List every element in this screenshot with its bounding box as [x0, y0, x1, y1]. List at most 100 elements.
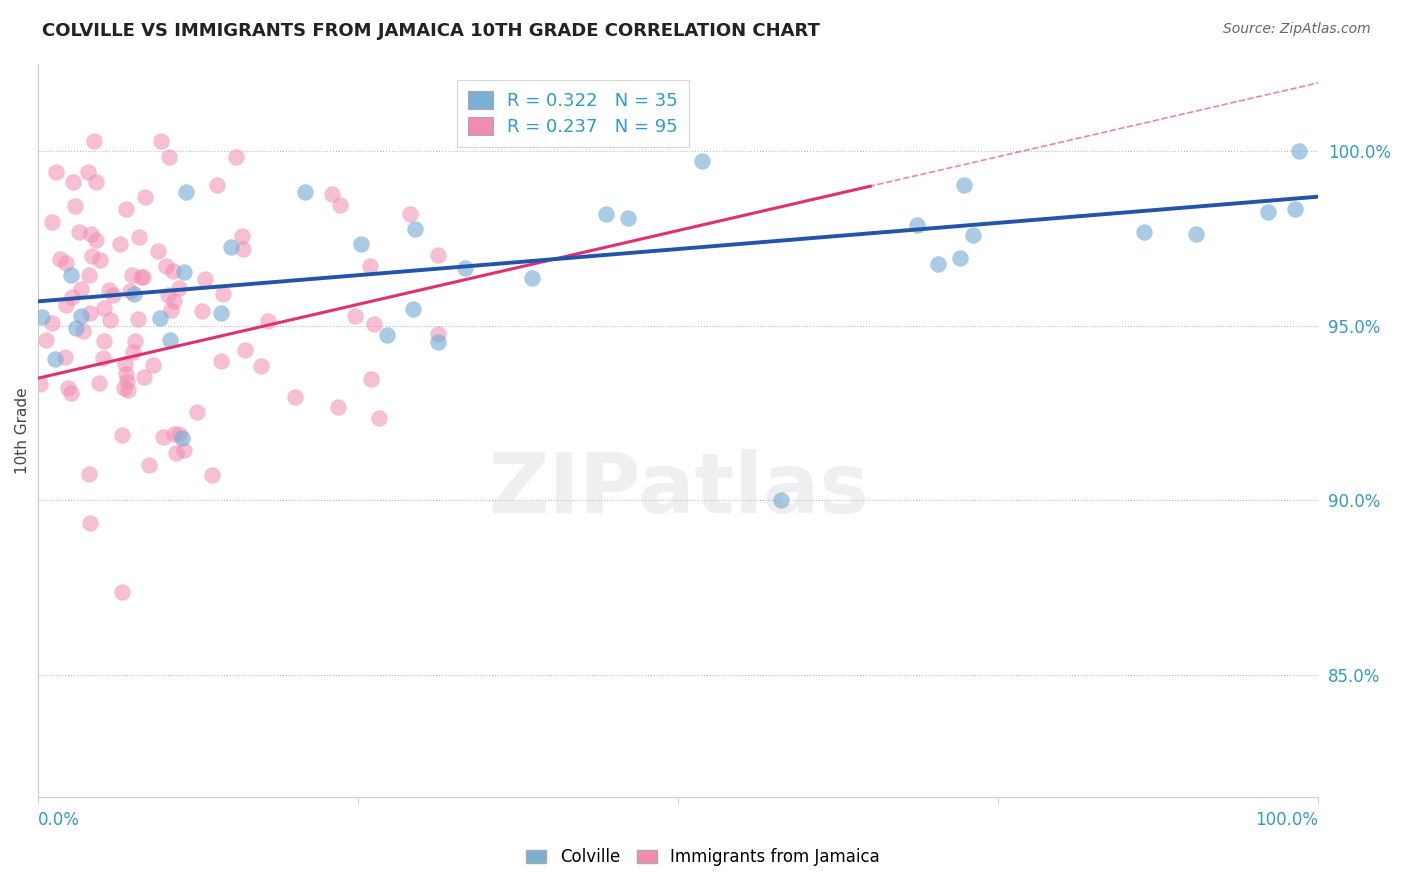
Point: [79, 306, 101, 320]
Point: [163, 293, 186, 308]
Point: [167, 281, 190, 295]
Point: [927, 257, 949, 271]
Point: [162, 264, 184, 278]
Point: [257, 314, 280, 328]
Text: 100.0%: 100.0%: [1256, 811, 1319, 829]
Point: [59, 385, 82, 400]
Point: [44, 352, 66, 367]
Point: [112, 381, 135, 395]
Point: [205, 178, 228, 192]
Point: [121, 268, 143, 282]
Point: [84, 233, 107, 247]
Point: [77, 467, 100, 482]
Point: [72, 324, 94, 338]
Point: [115, 202, 138, 216]
Point: [89, 252, 111, 267]
Point: [172, 431, 194, 445]
Point: [294, 185, 316, 199]
Point: [79, 227, 101, 241]
Point: [83, 134, 105, 148]
Point: [117, 383, 139, 397]
Point: [360, 372, 382, 386]
Point: [283, 390, 305, 404]
Point: [235, 343, 257, 357]
Point: [41, 316, 63, 330]
Point: [76, 165, 98, 179]
Point: [329, 197, 352, 211]
Point: [155, 259, 177, 273]
Point: [167, 427, 190, 442]
Point: [150, 134, 173, 148]
Point: [121, 344, 143, 359]
Point: [59, 268, 82, 283]
Point: [60, 290, 83, 304]
Point: [200, 468, 222, 483]
Point: [326, 400, 349, 414]
Point: [690, 153, 713, 168]
Point: [98, 283, 121, 297]
Point: [173, 265, 195, 279]
Point: [769, 493, 792, 508]
Point: [225, 150, 247, 164]
Text: 0.0%: 0.0%: [38, 811, 80, 829]
Point: [124, 334, 146, 348]
Point: [115, 374, 138, 388]
Point: [120, 284, 142, 298]
Point: [1257, 205, 1279, 219]
Point: [905, 219, 928, 233]
Point: [45, 164, 67, 178]
Point: [163, 427, 186, 442]
Point: [79, 516, 101, 530]
Point: [122, 287, 145, 301]
Point: [128, 229, 150, 244]
Point: [55, 256, 77, 270]
Point: [70, 309, 93, 323]
Point: [132, 369, 155, 384]
Point: [398, 207, 420, 221]
Point: [87, 376, 110, 390]
Y-axis label: 10th Grade: 10th Grade: [15, 387, 30, 474]
Point: [159, 333, 181, 347]
Text: COLVILLE VS IMMIGRANTS FROM JAMAICA 10TH GRADE CORRELATION CHART: COLVILLE VS IMMIGRANTS FROM JAMAICA 10TH…: [42, 22, 820, 40]
Point: [454, 261, 477, 276]
Point: [31, 310, 53, 324]
Point: [953, 178, 976, 192]
Point: [344, 310, 367, 324]
Point: [65, 321, 87, 335]
Point: [186, 405, 208, 419]
Point: [156, 288, 179, 302]
Point: [375, 328, 398, 343]
Point: [132, 270, 155, 285]
Point: [93, 301, 115, 316]
Point: [148, 244, 170, 259]
Point: [427, 248, 450, 262]
Point: [41, 215, 63, 229]
Point: [194, 272, 217, 286]
Point: [138, 458, 160, 473]
Point: [56, 381, 79, 395]
Point: [48, 252, 70, 266]
Point: [176, 185, 198, 199]
Point: [142, 358, 165, 372]
Point: [93, 334, 115, 348]
Point: [63, 199, 86, 213]
Point: [30, 377, 52, 392]
Point: [173, 442, 195, 457]
Point: [149, 311, 172, 326]
Point: [103, 288, 125, 302]
Point: [616, 211, 638, 225]
Point: [212, 287, 235, 301]
Point: [1284, 202, 1306, 216]
Point: [363, 318, 385, 332]
Point: [191, 303, 214, 318]
Point: [595, 207, 617, 221]
Point: [232, 242, 254, 256]
Point: [129, 269, 152, 284]
Point: [77, 268, 100, 283]
Point: [62, 175, 84, 189]
Point: [108, 237, 131, 252]
Point: [250, 359, 273, 373]
Point: [1288, 145, 1310, 159]
Point: [98, 313, 121, 327]
Point: [209, 306, 232, 320]
